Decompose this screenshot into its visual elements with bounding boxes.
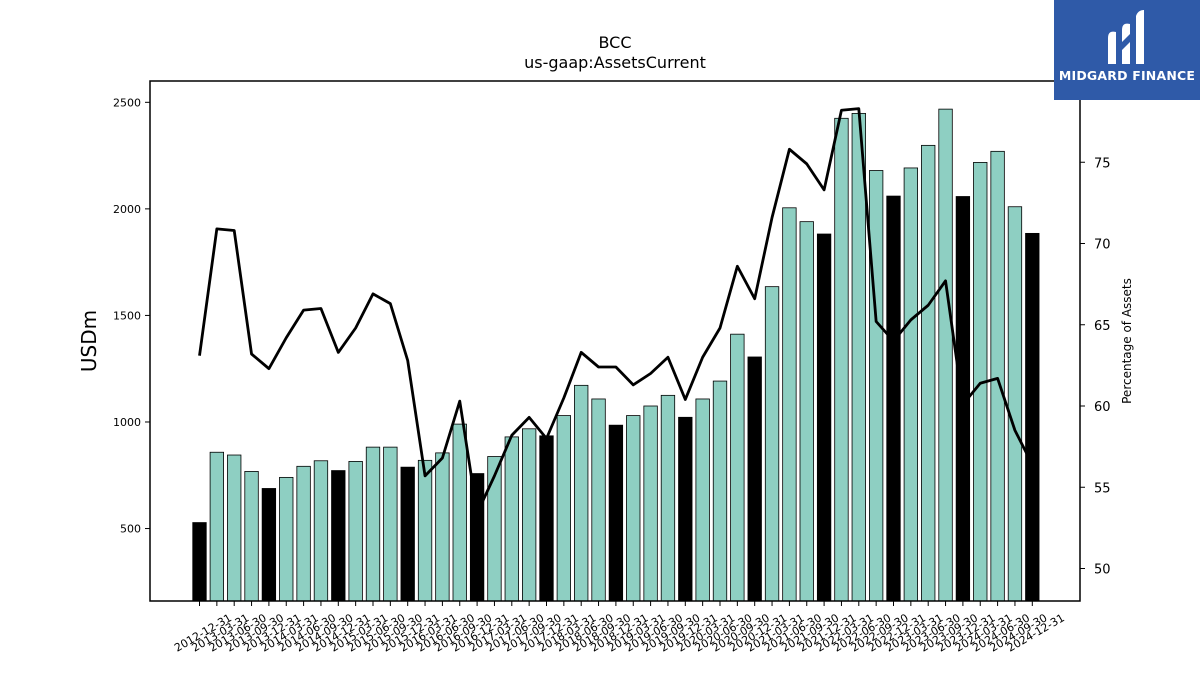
y2-tick-label: 70 xyxy=(1094,238,1111,253)
bar xyxy=(261,488,277,602)
y2-tick-label: 65 xyxy=(1094,319,1111,334)
y-tick-label: 2000 xyxy=(113,203,141,216)
bar xyxy=(782,207,797,602)
bar-series xyxy=(192,108,1040,602)
bar xyxy=(365,446,381,602)
y-tick-label: 2500 xyxy=(113,96,141,109)
bar xyxy=(816,233,832,602)
y-tick-label: 1500 xyxy=(113,309,141,322)
bar xyxy=(556,415,571,602)
bar xyxy=(730,333,745,602)
bar xyxy=(192,522,207,602)
y-tick-label: 500 xyxy=(120,523,141,536)
bar xyxy=(504,436,519,602)
y2-tick-label: 55 xyxy=(1094,481,1111,496)
line-series xyxy=(198,107,1034,515)
bar xyxy=(244,471,259,602)
bar xyxy=(626,415,641,602)
bar xyxy=(834,117,849,602)
bar xyxy=(279,476,294,602)
y2-tick-label: 60 xyxy=(1094,400,1111,415)
bar xyxy=(643,405,658,602)
brand-name: MIDGARD FINANCE xyxy=(1058,68,1196,83)
bar xyxy=(452,423,467,602)
bar xyxy=(539,435,554,602)
y-axis-label: USDm xyxy=(77,310,101,372)
bar xyxy=(209,451,225,602)
bar xyxy=(886,195,901,602)
percentage-line xyxy=(198,107,1034,515)
bar xyxy=(608,424,624,602)
bar xyxy=(938,108,953,602)
y-tick-label: 1000 xyxy=(113,416,141,429)
bar xyxy=(313,460,329,602)
bar xyxy=(990,150,1005,602)
bar xyxy=(678,416,693,602)
brand-mark-icon xyxy=(1108,10,1144,65)
chart-title: BCC xyxy=(598,33,631,52)
bar xyxy=(348,461,363,602)
bar xyxy=(417,459,433,602)
bar xyxy=(574,384,589,602)
bar xyxy=(764,286,780,602)
bar xyxy=(383,446,398,602)
bar xyxy=(469,473,485,602)
y2-tick-label: 50 xyxy=(1094,563,1111,578)
bar xyxy=(851,112,866,602)
bar xyxy=(522,428,537,602)
bar xyxy=(435,452,450,602)
bar xyxy=(903,167,918,602)
bar xyxy=(400,466,415,602)
bar xyxy=(296,465,311,602)
bar xyxy=(591,398,606,602)
bar xyxy=(869,170,884,602)
axes: 50010001500200025005055606570752012-12-3… xyxy=(113,80,1111,655)
right-y-axis-label: Percentage of Assets xyxy=(1120,278,1134,404)
brand-logo: MIDGARD FINANCE xyxy=(1054,0,1200,100)
bar xyxy=(660,394,676,602)
bar xyxy=(331,470,346,602)
plot-frame xyxy=(149,80,1081,602)
bar xyxy=(712,380,728,602)
chart-subtitle: us-gaap:AssetsCurrent xyxy=(524,53,706,72)
bar xyxy=(227,454,242,602)
bar xyxy=(799,221,814,602)
bar xyxy=(1007,206,1023,602)
bar xyxy=(921,144,936,602)
bar xyxy=(1025,232,1040,602)
bar xyxy=(695,398,710,602)
bar xyxy=(747,356,762,602)
y2-tick-label: 75 xyxy=(1094,156,1111,171)
